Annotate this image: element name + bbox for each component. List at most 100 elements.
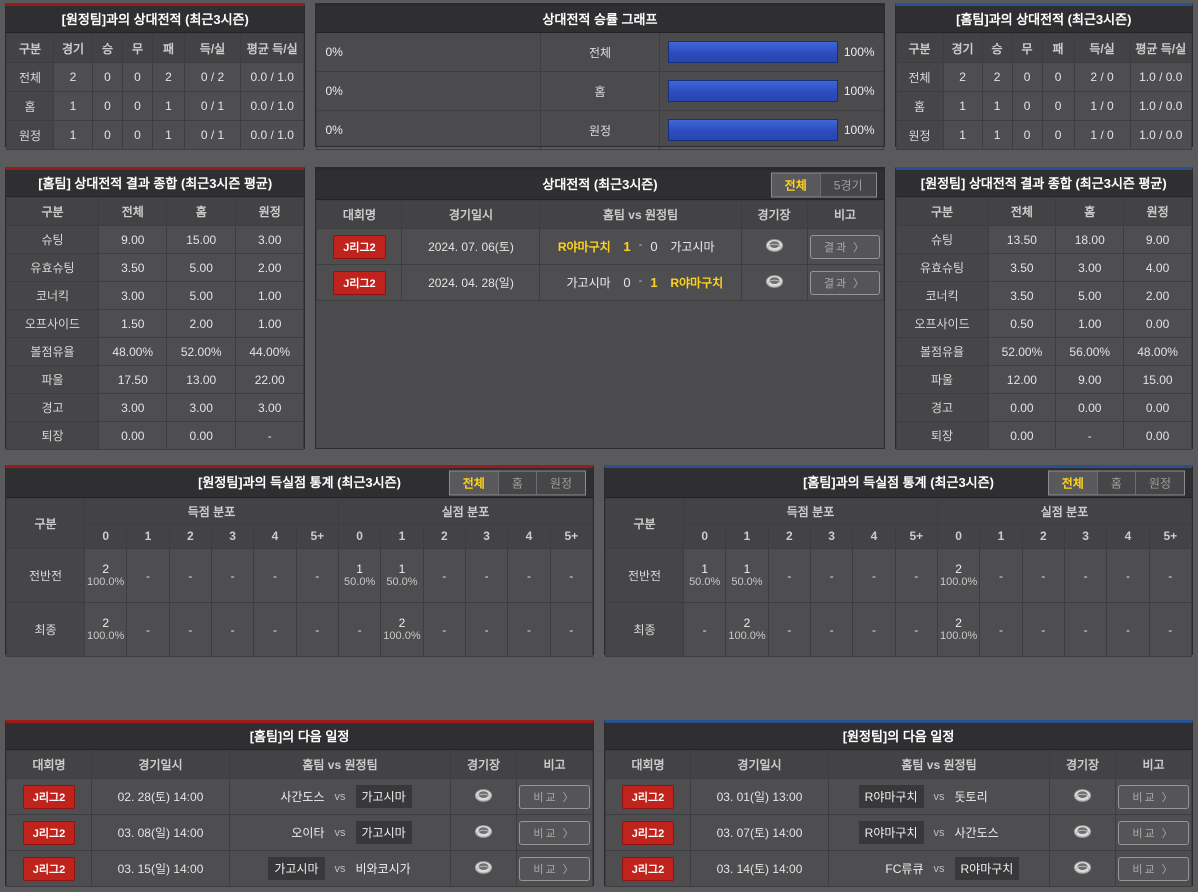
scored-bin-header: 1 (725, 523, 769, 549)
value-cell: 2 (53, 62, 93, 92)
compare-button[interactable]: 비교 〉 (1118, 856, 1189, 881)
result-button[interactable]: 결과 〉 (809, 234, 881, 259)
stadium-icon[interactable] (1073, 788, 1092, 803)
win-rate-row: 0% 전체 100% (316, 33, 884, 72)
table-row: 슈팅 9.00 15.00 3.00 (6, 225, 305, 254)
column-header: 경기일시 (91, 750, 230, 779)
column-header: 홈팀 vs 원정팀 (229, 750, 451, 779)
column-header: 경기장 (450, 750, 517, 779)
column-header: 무 (1011, 33, 1043, 63)
scored-bin-header: 1 (126, 523, 170, 549)
teams-line: 오이타 vs 가고시마 (231, 821, 450, 844)
goal-stats-vs-home-table-wrap: 구분 득점 분포 실점 분포 0 1 2 3 4 5+ 0 1 2 3 4 5+ 전반전 1 50.0% 1 50.0… (605, 498, 1193, 657)
schedule-row: J리그2 03. 07(토) 14:00 R야마구치 vs 사간도스 비교 〉 (605, 814, 1192, 851)
stadium-icon[interactable] (474, 824, 493, 839)
row-label: 전반전 (6, 548, 85, 603)
league-cell: J리그2 (6, 850, 92, 887)
stadium-icon[interactable] (1073, 860, 1092, 875)
scored-bin-header: 5+ (894, 523, 938, 549)
value-cell: 0 (122, 62, 153, 92)
stadium-icon[interactable] (474, 788, 493, 803)
goal-dist-cell: - (464, 602, 509, 657)
tab-away[interactable]: 원정 (535, 471, 585, 494)
stadium-cell (740, 264, 808, 301)
compare-button[interactable]: 비교 〉 (519, 820, 590, 845)
table-row: 유효슈팅 3.50 3.00 4.00 (895, 253, 1192, 282)
goal-dist-cell: - (682, 602, 727, 657)
table-row: 유효슈팅 3.50 5.00 2.00 (6, 253, 305, 282)
conceded-bin-header: 4 (1106, 523, 1150, 549)
goal-dist-cell: - (1148, 602, 1193, 657)
table-row: 전반전 2 100.0% - - - - -1 50.0% 1 50.0% - - - - (6, 548, 594, 603)
schedule-row: J리그2 02. 28(토) 14:00 사간도스 vs 가고시마 비교 〉 (6, 778, 593, 815)
goal-dist-cell: - (767, 602, 811, 657)
percent-value: 50.0% (731, 576, 763, 588)
value-cell: 56.00% (1055, 337, 1125, 366)
match-date-cell: 03. 15(일) 14:00 (91, 850, 230, 887)
table-row: 볼점유율 48.00% 52.00% 44.00% (6, 337, 305, 366)
stadium-icon[interactable] (1073, 824, 1092, 839)
conceded-bin-header: 1 (380, 523, 424, 549)
goal-dist-cell: 1 50.0% (337, 548, 382, 603)
teams-line: R야마구치 vs 돗토리 (830, 785, 1049, 808)
tab-all[interactable]: 전체 (449, 471, 498, 494)
table-row: 최종 -2 100.0% - - - -2 100.0% - - - - - (605, 602, 1193, 657)
row-label: 전반전 (605, 548, 684, 603)
panel-summary-home-title: [홈팀] 상대전적 결과 종합 (최근3시즌 평균) (6, 170, 305, 197)
stadium-icon[interactable] (474, 860, 493, 875)
tab-all[interactable]: 전체 (1048, 471, 1097, 494)
row-label: 슈팅 (6, 225, 99, 254)
value-cell: 3.00 (234, 225, 305, 254)
row-label: 경고 (895, 393, 989, 422)
compare-button[interactable]: 비교 〉 (519, 784, 590, 809)
stadium-icon[interactable] (765, 238, 784, 253)
gubun-header: 구분 (605, 498, 684, 549)
value-cell: 1.0 / 0.0 (1129, 120, 1193, 150)
goal-dist-cell: 1 50.0% (682, 548, 727, 603)
tab-5games[interactable]: 5경기 (819, 173, 876, 196)
teams-line: R야마구치 1-0 가고시마 (541, 238, 740, 255)
match-row: J리그2 2024. 04. 28(일) 가고시마 0-1 R야마구치 결과 〉 (316, 264, 884, 301)
away-score: 0 (650, 239, 658, 254)
highlighted-team: R야마구치 (954, 857, 1020, 880)
score: 1-0 (621, 239, 661, 254)
score-separator: - (638, 275, 643, 287)
column-header: 승 (981, 33, 1013, 63)
away-team-name: 가고시마 (670, 240, 715, 254)
right-percent-label: 100% (843, 45, 875, 59)
count-value: 1 (743, 562, 751, 576)
row-label: 전체 (895, 62, 944, 92)
schedule-row: J리그2 03. 15(일) 14:00 가고시마 vs 비와코시가 비교 〉 (6, 850, 593, 887)
teams-cell: FC류큐 vs R야마구치 (828, 850, 1050, 887)
result-button[interactable]: 결과 〉 (809, 270, 881, 295)
column-header: 평균 득/실 (1129, 33, 1193, 63)
value-cell: 3.50 (987, 253, 1057, 282)
schedule-home-title: [홈팀]의 다음 일정 (6, 723, 593, 750)
table-row: 코너킥 3.00 5.00 1.00 (6, 281, 305, 310)
compare-button[interactable]: 비교 〉 (1118, 784, 1189, 809)
stadium-icon[interactable] (765, 274, 784, 289)
goal-dist-cell: - (126, 602, 170, 657)
tab-home[interactable]: 홈 (1096, 471, 1135, 494)
gubun-header: 구분 (6, 498, 85, 549)
league-cell: J리그2 (605, 850, 691, 887)
column-header: 전체 (97, 197, 168, 226)
value-cell: 1 (152, 120, 185, 150)
compare-button[interactable]: 비교 〉 (519, 856, 590, 881)
tab-away[interactable]: 원정 (1134, 471, 1184, 494)
middle-row: [홈팀] 상대전적 결과 종합 (최근3시즌 평균) 구분 전체 홈 원정 슈팅 9.00… (5, 167, 1193, 450)
goal-stats-vs-home-title: [홈팀]과의 득실점 통계 (최근3시즌) 전체 홈 원정 (605, 468, 1192, 498)
league-badge: J리그2 (621, 820, 675, 845)
tab-home[interactable]: 홈 (497, 471, 536, 494)
value-cell: 2 (152, 62, 185, 92)
remark-cell: 비교 〉 (1115, 778, 1192, 815)
row-label: 전체 (6, 62, 54, 92)
tab-all[interactable]: 전체 (771, 173, 820, 196)
summary-table: 구분 전체 홈 원정 슈팅 9.00 15.00 3.00 유효슈팅 3.50 5.00 2.00 코너… (6, 197, 305, 450)
row-label: 슈팅 (895, 225, 989, 254)
value-cell: 48.00% (1123, 337, 1192, 366)
header-row: 구분 전체 홈 원정 (6, 197, 305, 226)
compare-button[interactable]: 비교 〉 (1118, 820, 1189, 845)
panel-record-vs-away: [원정팀]과의 상대전적 (최근3시즌) 구분 경기 승 무 패 득/실 평균 득/실 전체 2… (5, 3, 306, 150)
